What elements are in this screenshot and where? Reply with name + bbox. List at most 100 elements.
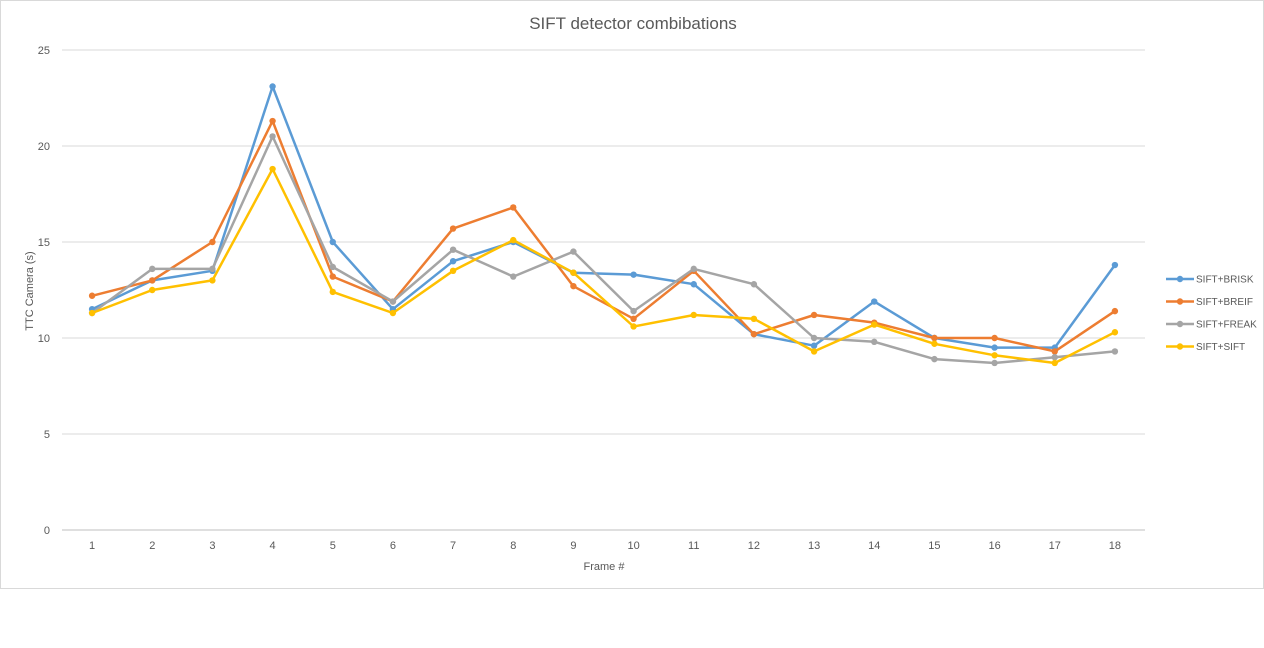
data-point — [810, 348, 818, 355]
gridlines — [62, 49, 1145, 531]
data-point — [1051, 354, 1058, 361]
series-sift-freak — [88, 133, 1119, 367]
series-line — [90, 119, 1117, 353]
data-point — [991, 359, 998, 367]
data-point — [269, 165, 276, 173]
data-point — [1111, 329, 1119, 336]
x-tick-label: 18 — [1109, 540, 1121, 552]
data-point — [209, 238, 216, 246]
x-tick-label: 8 — [510, 540, 516, 552]
data-point — [269, 133, 276, 140]
legend: SIFT+BRISK SIFT+BREIF SIFT+FREAK SIFT+SIFT — [1166, 275, 1257, 353]
series-sift-breif — [88, 117, 1119, 355]
y-tick-label: 15 — [38, 237, 50, 249]
x-tick-label: 17 — [1049, 540, 1061, 552]
data-point — [690, 311, 697, 319]
data-point — [510, 236, 517, 244]
legend-label: SIFT+SIFT — [1196, 342, 1245, 353]
legend-item: SIFT+BREIF — [1166, 297, 1253, 308]
data-point — [991, 352, 998, 359]
data-point — [1111, 348, 1119, 355]
legend-label: SIFT+BREIF — [1196, 297, 1253, 308]
data-point — [570, 282, 577, 290]
data-point — [269, 117, 276, 125]
series-line — [90, 167, 1117, 365]
data-point — [389, 298, 397, 305]
chart-area: 0 5 10 15 20 25 1 2 3 4 5 6 7 8 9 10 11 12 13 14 15 16 17 18 S… — [0, 0, 1264, 589]
y-axis-ticks: 0 5 10 15 20 25 — [38, 45, 50, 537]
x-tick-label: 13 — [808, 540, 820, 552]
series-sift-brisk — [88, 83, 1119, 351]
data-point — [871, 298, 878, 305]
data-point — [1111, 261, 1119, 269]
legend-marker — [1176, 320, 1184, 328]
data-point — [750, 330, 758, 338]
data-point — [329, 263, 336, 271]
data-point — [269, 83, 276, 90]
x-tick-label: 4 — [270, 540, 276, 552]
y-tick-label: 5 — [44, 429, 50, 441]
data-point — [991, 344, 998, 351]
x-tick-label: 16 — [988, 540, 1000, 552]
x-tick-label: 14 — [868, 540, 880, 552]
data-point — [750, 281, 758, 288]
x-tick-label: 11 — [688, 540, 699, 552]
data-point — [329, 238, 336, 246]
series-line — [90, 85, 1117, 349]
data-point — [810, 311, 818, 319]
data-point — [449, 225, 457, 232]
data-point — [931, 355, 938, 363]
data-point — [510, 204, 517, 211]
data-point — [149, 277, 156, 284]
data-point — [149, 286, 156, 294]
legend-label: SIFT+FREAK — [1196, 320, 1257, 331]
x-tick-label: 10 — [627, 540, 639, 552]
data-point — [329, 273, 336, 280]
legend-item: SIFT+FREAK — [1166, 320, 1257, 331]
data-point — [570, 248, 577, 255]
data-point — [209, 265, 216, 273]
legend-item: SIFT+SIFT — [1166, 342, 1245, 353]
legend-label: SIFT+BRISK — [1196, 275, 1254, 286]
x-tick-label: 6 — [390, 540, 396, 552]
data-point — [630, 315, 637, 322]
y-tick-label: 20 — [38, 141, 50, 153]
data-point — [88, 309, 96, 317]
series-sift-sift — [88, 165, 1119, 367]
legend-marker — [1176, 298, 1184, 305]
chart-title: SIFT detector combibations — [529, 14, 737, 33]
data-point — [209, 277, 216, 284]
y-tick-label: 0 — [44, 525, 50, 537]
x-tick-label: 1 — [89, 540, 95, 552]
data-point — [690, 265, 697, 273]
data-point — [1111, 307, 1119, 315]
x-tick-label: 2 — [149, 540, 155, 552]
x-axis-ticks: 1 2 3 4 5 6 7 8 9 10 11 12 13 14 15 16 17 18 — [89, 540, 1121, 552]
data-point — [1051, 359, 1058, 367]
data-point — [630, 307, 637, 315]
y-tick-label: 10 — [38, 333, 50, 345]
data-point — [329, 288, 336, 296]
data-point — [510, 273, 517, 280]
y-axis-title: TTC Camera (s) — [24, 251, 36, 330]
data-point — [690, 281, 697, 288]
data-point — [931, 334, 938, 342]
data-point — [570, 269, 577, 276]
data-point — [1051, 348, 1058, 355]
data-point — [750, 315, 758, 322]
data-point — [871, 338, 878, 346]
plot-area — [88, 83, 1119, 367]
x-tick-label: 12 — [748, 540, 760, 552]
legend-item: SIFT+BRISK — [1166, 275, 1254, 286]
data-point — [991, 334, 998, 342]
legend-marker — [1176, 343, 1184, 350]
data-point — [449, 246, 457, 253]
x-tick-label: 3 — [209, 540, 215, 552]
legend-marker — [1176, 275, 1184, 283]
data-point — [630, 271, 637, 278]
data-point — [871, 321, 878, 328]
data-point — [88, 292, 96, 299]
x-axis-title: Frame # — [584, 561, 626, 573]
x-tick-label: 9 — [570, 540, 576, 552]
